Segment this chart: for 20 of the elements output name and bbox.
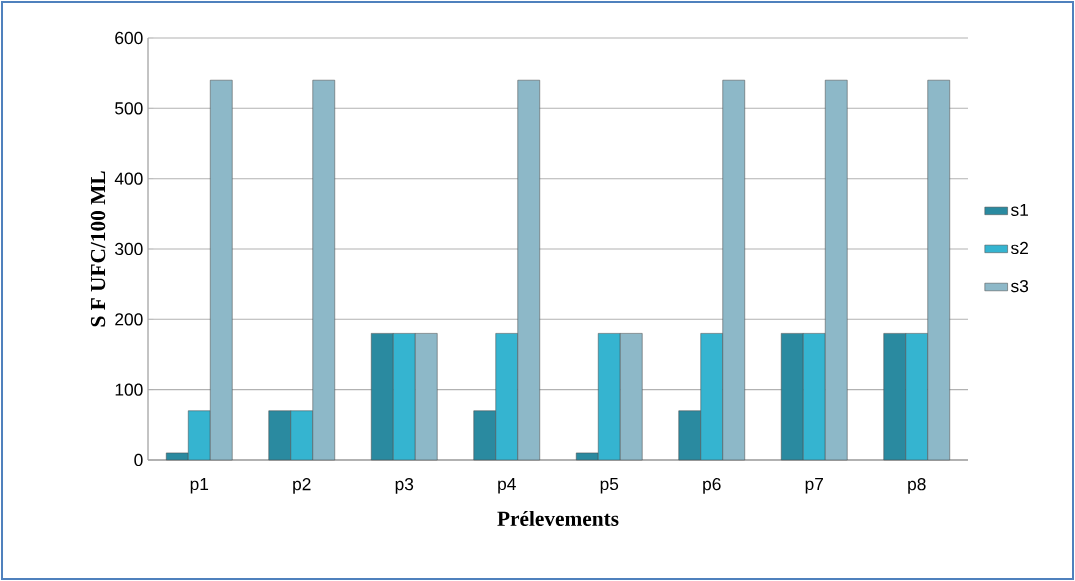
x-tick-label: p6	[703, 478, 721, 494]
y-tick-label: 100	[115, 383, 143, 396]
y-tick-label: 0	[134, 453, 143, 467]
x-tick-label: p7	[805, 478, 823, 494]
x-tick-label: p4	[498, 478, 516, 494]
y-tick-label: 400	[114, 172, 143, 185]
y-tick-label: 500	[115, 102, 143, 115]
y-axis-title: S F UFC/100 ML	[90, 171, 106, 327]
legend-label: s3	[1011, 279, 1029, 293]
y-tick-label: 600	[115, 31, 143, 45]
legend-label: s1	[1011, 203, 1028, 217]
x-tick-label: p8	[908, 478, 926, 494]
legend-label: s2	[1011, 241, 1028, 255]
y-tick-label: 200	[115, 313, 143, 326]
x-tick-label: p3	[395, 478, 414, 494]
y-tick-label: 300	[115, 242, 143, 256]
x-tick-label: p5	[600, 478, 619, 494]
x-tick-label: p1	[190, 478, 209, 494]
x-tick-label: p2	[293, 478, 311, 494]
x-axis-title: Prélevements	[497, 510, 619, 526]
